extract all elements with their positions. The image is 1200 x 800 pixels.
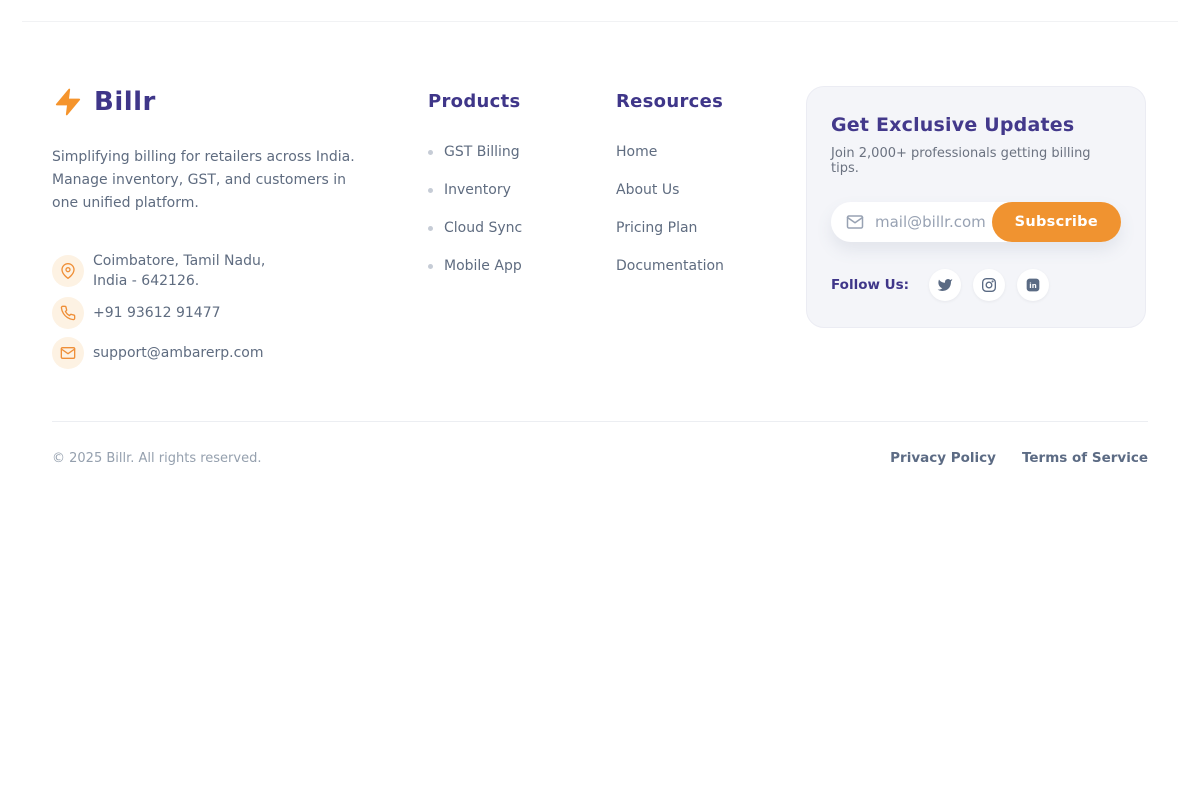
- svg-text:in: in: [1029, 282, 1036, 290]
- link-inventory[interactable]: Inventory: [428, 182, 616, 198]
- instagram-icon: [982, 278, 997, 292]
- products-column: Products GST Billing Inventory Cloud Syn…: [428, 86, 616, 296]
- link-mobile-app[interactable]: Mobile App: [428, 258, 616, 274]
- resources-column: Resources Home About Us Pricing Plan Doc…: [616, 86, 806, 296]
- contact-email[interactable]: support@ambarerp.com: [52, 337, 428, 369]
- link-cloud-sync[interactable]: Cloud Sync: [428, 220, 616, 236]
- linkedin-icon: in: [1026, 278, 1040, 292]
- footer: Billr Simplifying billing for retailers …: [52, 86, 1148, 377]
- copyright-text: © 2025 Billr. All rights reserved.: [52, 450, 262, 466]
- link-gst-billing[interactable]: GST Billing: [428, 144, 616, 160]
- terms-of-service-link[interactable]: Terms of Service: [1021, 450, 1148, 466]
- newsletter-title: Get Exclusive Updates: [831, 114, 1075, 136]
- link-about-us[interactable]: About Us: [616, 182, 680, 198]
- resources-title: Resources: [616, 91, 724, 112]
- lightning-bolt-icon: [52, 86, 84, 118]
- phone-icon: [52, 297, 84, 329]
- brand-tagline: Simplifying billing for retailers across…: [52, 149, 355, 211]
- products-title: Products: [428, 91, 521, 112]
- newsletter-subtitle: Join 2,000+ professionals getting billin…: [831, 146, 1091, 176]
- privacy-policy-link[interactable]: Privacy Policy: [890, 450, 996, 466]
- bottom-links: Privacy Policy Terms of Service: [890, 450, 1148, 466]
- twitter-icon: [937, 278, 953, 291]
- bullet-icon: [428, 225, 433, 231]
- contact-address: Coimbatore, Tamil Nadu, India - 642126.: [52, 251, 428, 291]
- subscribe-button[interactable]: Subscribe: [991, 202, 1121, 242]
- mail-icon: [52, 337, 84, 369]
- link-pricing-plan[interactable]: Pricing Plan: [616, 220, 698, 236]
- map-pin-icon: [52, 255, 84, 287]
- bullet-icon: [428, 149, 433, 155]
- bullet-icon: [428, 263, 433, 269]
- bottom-bar: © 2025 Billr. All rights reserved. Priva…: [52, 444, 1148, 472]
- bottom-divider: [52, 421, 1148, 422]
- follow-us-label: Follow Us:: [831, 277, 910, 293]
- bullet-icon: [428, 187, 433, 193]
- follow-row: Follow Us: in: [831, 269, 1121, 301]
- newsletter-card: Get Exclusive Updates Join 2,000+ profes…: [806, 86, 1146, 328]
- link-home[interactable]: Home: [616, 144, 658, 160]
- logo[interactable]: Billr: [52, 86, 428, 118]
- linkedin-button[interactable]: in: [1017, 269, 1050, 301]
- subscribe-form: Subscribe: [831, 202, 1121, 242]
- instagram-button[interactable]: [973, 269, 1006, 301]
- address-text: Coimbatore, Tamil Nadu, India - 642126.: [93, 253, 266, 289]
- twitter-button[interactable]: [929, 269, 962, 301]
- brand-column: Billr Simplifying billing for retailers …: [52, 86, 428, 377]
- email-text: support@ambarerp.com: [93, 345, 264, 361]
- top-divider: [22, 21, 1178, 22]
- link-documentation[interactable]: Documentation: [616, 258, 724, 274]
- phone-text: +91 93612 91477: [93, 305, 221, 321]
- contact-phone[interactable]: +91 93612 91477: [52, 297, 428, 329]
- brand-name: Billr: [94, 87, 156, 117]
